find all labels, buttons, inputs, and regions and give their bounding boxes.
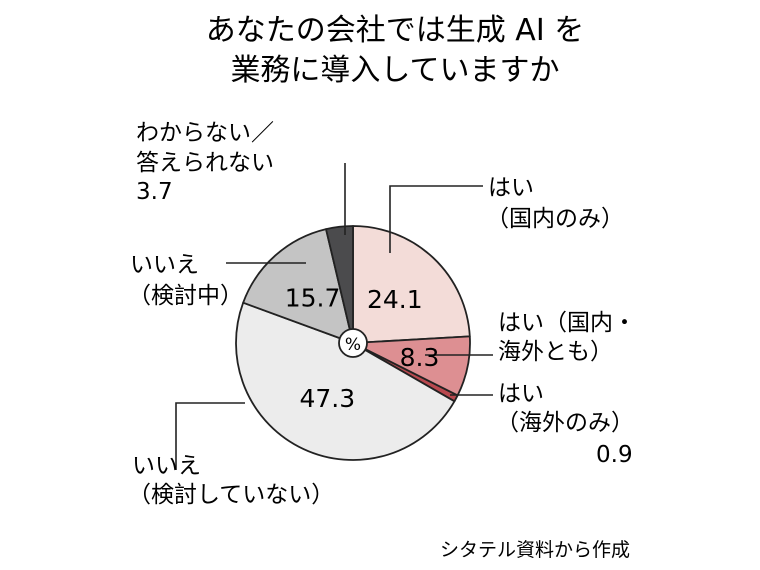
slice-value-no-not-planned: 47.3 xyxy=(299,384,355,413)
leader-yes-domestic xyxy=(389,185,483,253)
center-percent-label: % xyxy=(345,335,361,355)
label-no-considering-line-2: （検討中） xyxy=(128,283,243,309)
leader-lines xyxy=(175,163,493,470)
label-yes-domestic-line-2: （国内のみ） xyxy=(486,206,624,232)
pie-slice-yes-domestic xyxy=(352,225,471,344)
pie-slice-no-considering xyxy=(242,228,354,344)
label-unknown-value: 3.7 xyxy=(136,179,173,205)
label-yes-overseas-value: 0.9 xyxy=(596,442,633,468)
slice-value-yes-both: 8.3 xyxy=(400,343,440,372)
slice-values: 24.1 8.3 47.3 15.7 xyxy=(285,284,440,414)
label-yes-both-line-2: 海外とも） xyxy=(498,339,613,365)
label-no-not-planned-line-2: （検討していない） xyxy=(128,482,334,508)
label-no-not-planned-line-1: いいえ xyxy=(132,453,201,479)
label-yes-overseas-line-1: はい xyxy=(498,381,544,407)
pie-slices xyxy=(235,225,471,461)
label-yes-both-line-1: はい（国内・ xyxy=(498,310,636,336)
source-note: シタテル資料から作成 xyxy=(440,539,630,561)
label-no-considering-line-1: いいえ xyxy=(130,252,199,278)
label-yes-domestic-line-1: はい xyxy=(488,175,534,201)
chart-title-line-2: 業務に導入していますか xyxy=(230,53,559,88)
slice-value-yes-domestic: 24.1 xyxy=(367,285,423,314)
leader-no-not-planned xyxy=(175,402,245,470)
slice-value-no-considering: 15.7 xyxy=(285,284,341,313)
center-badge xyxy=(338,328,368,358)
chart-title-line-1: あなたの会社では生成 AI を xyxy=(206,13,584,48)
label-unknown-line-1: わからない／ xyxy=(136,120,274,146)
label-unknown-line-2: 答えられない xyxy=(136,150,274,176)
pie-slice-no-not-planned xyxy=(235,301,456,461)
pie-slice-unknown xyxy=(325,225,354,344)
label-yes-overseas-line-2: （海外のみ） xyxy=(496,410,634,436)
